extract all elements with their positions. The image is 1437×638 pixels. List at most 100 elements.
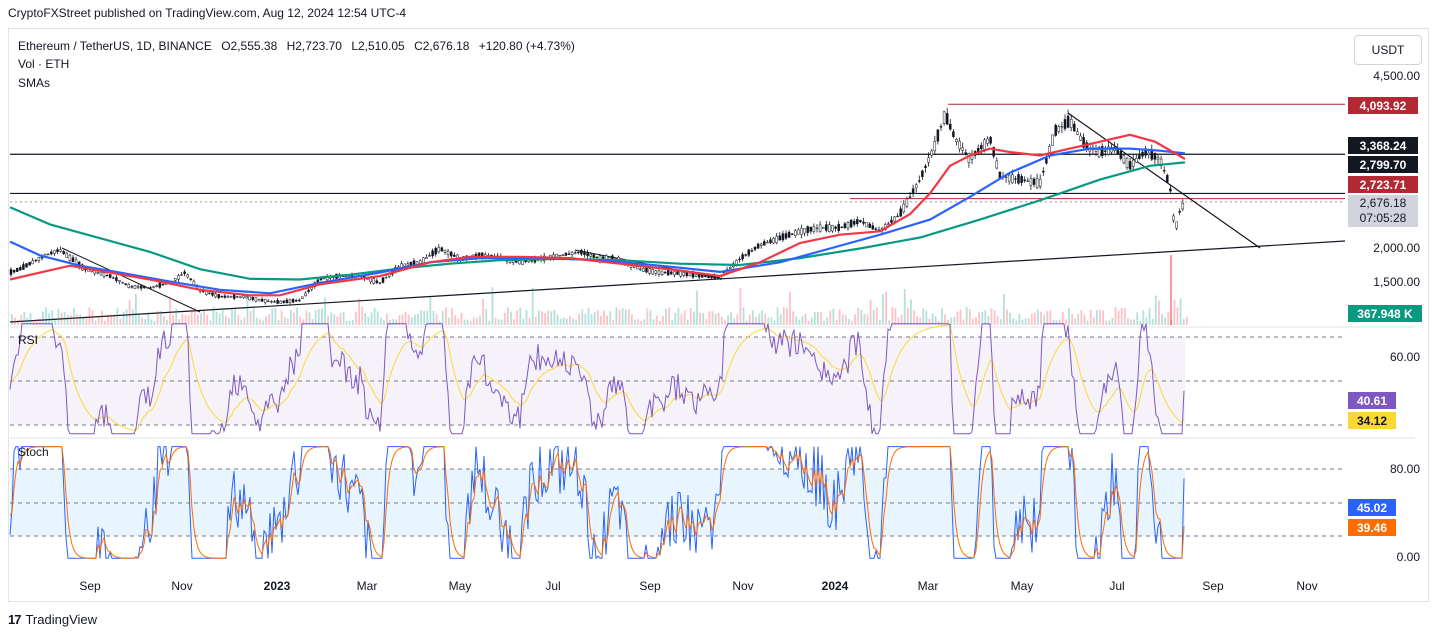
volume-bar [655, 315, 658, 325]
candle-body [828, 224, 831, 232]
candle-body [174, 278, 177, 281]
volume-bar [466, 319, 469, 325]
volume-bar [432, 310, 435, 325]
volume-bar [327, 316, 329, 325]
time-axis-tick: Nov [171, 579, 193, 593]
volume-bar [38, 318, 41, 325]
volume-bar [1173, 299, 1176, 325]
candle-body [871, 225, 875, 230]
currency-unit-button[interactable]: USDT [1354, 35, 1422, 65]
volume-bar [417, 314, 419, 325]
candle-body [239, 296, 242, 298]
candle-body [930, 150, 933, 156]
volume-bar [175, 308, 178, 325]
volume-bar [401, 314, 404, 325]
volume-bar [1133, 319, 1135, 325]
volume-bar [1148, 308, 1151, 325]
candle-body [518, 260, 521, 265]
candle-body [1172, 215, 1175, 221]
candle-body [651, 268, 654, 275]
rsi-pane-label[interactable]: RSI [18, 333, 39, 347]
candle-body [19, 267, 22, 271]
volume-bar [178, 319, 181, 325]
volume-bar [550, 311, 553, 325]
volume-legend[interactable]: Vol · ETH [18, 57, 70, 71]
volume-bar [773, 320, 776, 325]
volume-bar [662, 316, 664, 325]
volume-bar [438, 320, 441, 325]
volume-bar [1182, 318, 1185, 325]
candle-body [37, 257, 41, 261]
volume-bar [637, 319, 639, 325]
candle-body [251, 297, 255, 300]
candle-body [902, 203, 906, 213]
candle-body [803, 228, 806, 234]
candle-body [660, 270, 664, 276]
volume-bar [596, 309, 599, 325]
candle-body [180, 274, 183, 276]
candle-body [961, 147, 964, 151]
volume-bar [584, 313, 587, 325]
volume-bar [717, 313, 720, 325]
volume-bar [488, 320, 491, 325]
volume-bar [875, 307, 878, 325]
volume-bar [631, 314, 633, 325]
volume-bar [333, 314, 336, 325]
volume-bar [293, 312, 295, 325]
candle-body [1007, 174, 1011, 182]
volume-bar [708, 311, 711, 325]
candle-body [865, 222, 868, 228]
candle-body [577, 251, 580, 254]
candle-body [1023, 179, 1026, 182]
sma-legend[interactable]: SMAs [18, 76, 51, 90]
volume-bar [441, 311, 444, 325]
candle-body [425, 257, 428, 259]
volume-bar [984, 310, 987, 325]
candle-body [245, 296, 248, 299]
legend-symbol[interactable]: Ethereum / TetherUS, 1D, BINANCE [18, 39, 212, 53]
volume-bar [758, 314, 760, 325]
volume-bar [91, 310, 94, 325]
candle-body [22, 264, 25, 270]
candle-body [161, 283, 165, 286]
volume-bar [779, 314, 782, 325]
volume-bar [547, 310, 550, 325]
volume-bar [950, 317, 953, 325]
volume-bar [820, 312, 822, 325]
time-axis-tick: 2024 [821, 579, 849, 593]
candle-body [859, 219, 862, 223]
volume-bar [1145, 317, 1148, 325]
candle-body [666, 269, 670, 276]
candle-body [570, 251, 574, 255]
volume-bar [1006, 309, 1008, 325]
candle-body [431, 250, 434, 257]
volume-bar [482, 299, 484, 325]
volume-bar [810, 317, 813, 325]
candle-body [837, 223, 840, 231]
volume-bar [826, 317, 829, 325]
volume-bar [1185, 317, 1188, 325]
stoch-pane-label[interactable]: Stoch [18, 445, 49, 459]
candle-body [1104, 150, 1107, 152]
last-price-tag: 2,676.18 07:05:28 [1348, 195, 1418, 227]
candle-body [232, 294, 236, 299]
volume-bar [1037, 309, 1039, 325]
legend-high: H2,723.70 [286, 39, 342, 53]
volume-bar [978, 312, 980, 325]
volume-bar [479, 315, 481, 325]
tradingview-footer[interactable]: 17 TradingView [8, 612, 97, 627]
candle-body [1135, 158, 1138, 163]
volume-bar [860, 309, 863, 325]
volume-bar [314, 310, 317, 325]
candle-body [384, 277, 388, 279]
volume-bar [404, 311, 407, 325]
candle-body [301, 296, 304, 299]
candle-body [728, 267, 732, 269]
candle-body [316, 279, 320, 283]
volume-bar [848, 319, 850, 325]
candle-body [852, 220, 856, 225]
volume-bar [503, 313, 506, 325]
volume-bar [286, 318, 289, 325]
volume-bar [1120, 308, 1123, 325]
volume-bar [197, 314, 199, 325]
